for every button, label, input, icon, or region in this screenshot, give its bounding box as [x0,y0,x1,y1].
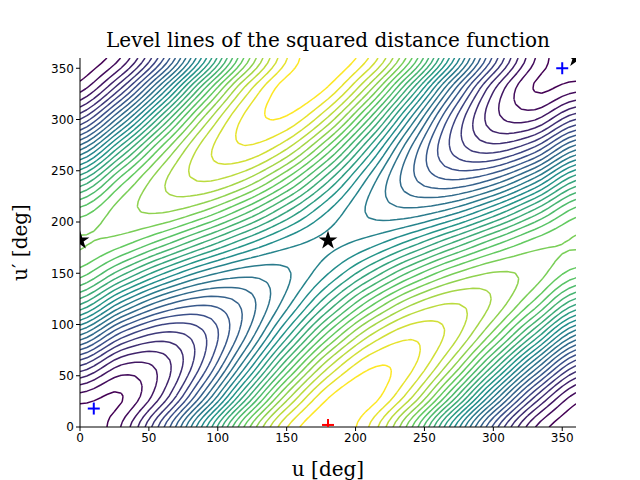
svg-text:250: 250 [51,164,74,178]
svg-text:u [deg]: u [deg] [292,457,364,480]
svg-text:0: 0 [66,420,74,434]
svg-text:300: 300 [51,113,74,127]
html-text:Level lines of the squared dis: Level lines of the squared distance func… [106,28,550,52]
svg-text:100: 100 [206,431,229,445]
svg-text:200: 200 [51,215,74,229]
svg-text:350: 350 [551,431,574,445]
svg-text:150: 150 [51,267,74,281]
svg-text:150: 150 [275,431,298,445]
svg-text:350: 350 [51,62,74,76]
svg-text:300: 300 [482,431,505,445]
svg-text:250: 250 [413,431,436,445]
svg-text:200: 200 [344,431,367,445]
svg-text:u′ [deg]: u′ [deg] [8,204,32,281]
svg-text:100: 100 [51,318,74,332]
svg-text:0: 0 [76,431,84,445]
svg-text:50: 50 [59,369,74,383]
svg-text:50: 50 [141,431,156,445]
